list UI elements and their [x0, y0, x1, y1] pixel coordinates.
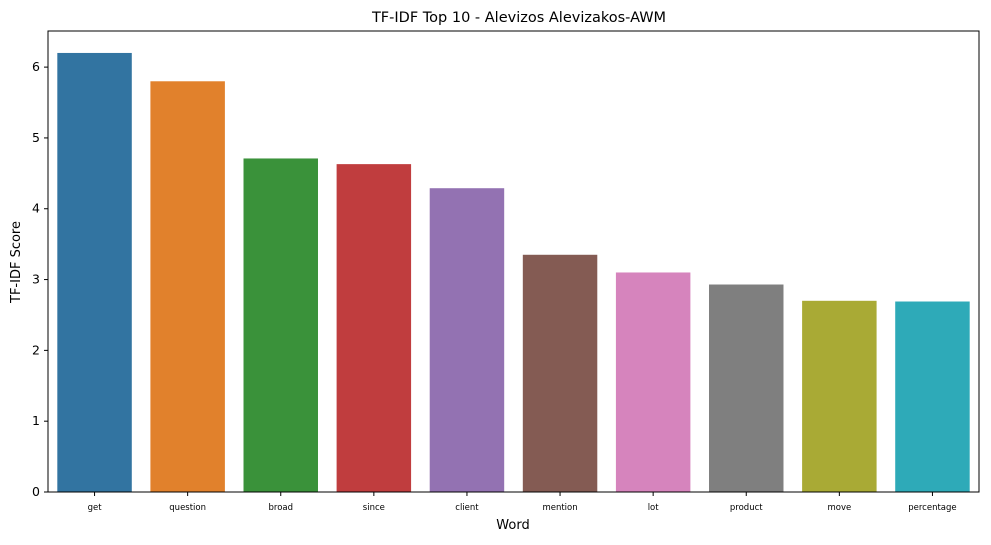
x-tick-label: lot — [648, 503, 660, 513]
y-axis: 0 1 2 3 4 5 6 — [32, 59, 48, 499]
bar-move — [802, 300, 877, 492]
bars-layer — [57, 52, 970, 493]
bar-percentage — [895, 301, 970, 492]
chart-title: TF-IDF Top 10 - Alevizos Alevizakos-AWM — [371, 10, 666, 26]
x-axis-label: Word — [496, 518, 529, 533]
x-axis: get question broad since client mention lot pro… — [88, 492, 957, 513]
x-tick-label: question — [169, 503, 206, 513]
bar-question — [150, 81, 225, 493]
y-tick-label: 4 — [32, 201, 40, 216]
y-tick-label: 3 — [32, 272, 40, 287]
x-tick-label: get — [88, 503, 103, 513]
x-tick-label: product — [730, 503, 763, 513]
bar-mention — [522, 254, 598, 492]
bar-product — [709, 284, 784, 492]
x-tick-label: percentage — [908, 503, 956, 513]
bar-broad — [243, 158, 318, 492]
y-tick-label: 0 — [32, 484, 40, 499]
plot-frame — [47, 30, 980, 493]
x-tick-label: move — [827, 503, 851, 513]
x-tick-label: client — [455, 503, 479, 513]
y-tick-label: 1 — [32, 413, 40, 428]
x-tick-label: broad — [268, 503, 293, 513]
bar-get — [57, 52, 132, 492]
x-tick-label: since — [363, 503, 385, 513]
x-tick-label: mention — [542, 503, 577, 513]
bar-since — [336, 164, 412, 493]
bar-lot — [615, 272, 691, 492]
bar-client — [429, 188, 505, 492]
y-tick-label: 2 — [32, 342, 40, 357]
y-axis-label: TF-IDF Score — [9, 221, 24, 304]
y-tick-label: 5 — [32, 130, 40, 145]
y-tick-label: 6 — [32, 59, 40, 74]
